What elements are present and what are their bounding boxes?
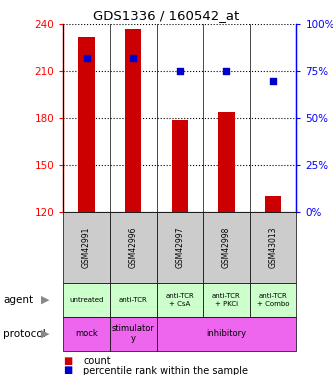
Text: ▶: ▶ [41,295,49,305]
Bar [250,283,296,317]
Point [84,55,89,61]
Text: mock: mock [75,329,98,338]
Text: count: count [83,356,111,366]
Point [224,68,229,74]
Text: agent: agent [3,295,33,305]
Text: anti-TCR: anti-TCR [119,297,148,303]
Text: inhibitory: inhibitory [206,329,246,338]
Text: GSM42991: GSM42991 [82,227,91,268]
Point [270,78,276,84]
Text: stimulator
y: stimulator y [112,324,155,344]
Bar [172,120,188,212]
Bar [265,196,281,212]
Text: ■: ■ [63,356,73,366]
Bar [203,283,250,317]
Text: anti-TCR
+ Combo: anti-TCR + Combo [257,294,289,306]
Text: anti-TCR
+ CsA: anti-TCR + CsA [166,294,194,306]
Text: GSM42997: GSM42997 [175,227,184,268]
Bar [157,317,296,351]
Bar [79,37,95,212]
Point [177,68,182,74]
Bar [110,212,157,283]
Bar [63,317,110,351]
Text: GSM42998: GSM42998 [222,227,231,268]
Text: ▶: ▶ [41,329,49,339]
Text: GSM42996: GSM42996 [129,227,138,268]
Text: percentile rank within the sample: percentile rank within the sample [83,366,248,375]
Text: GSM43013: GSM43013 [268,227,278,268]
Bar [110,317,157,351]
Bar [203,212,250,283]
Bar [63,283,110,317]
Bar [250,212,296,283]
Text: protocol: protocol [3,329,46,339]
Text: GDS1336 / 160542_at: GDS1336 / 160542_at [93,9,240,22]
Bar [157,283,203,317]
Bar [157,212,203,283]
Bar [125,29,141,212]
Point [131,55,136,61]
Text: anti-TCR
+ PKCi: anti-TCR + PKCi [212,294,241,306]
Bar [110,283,157,317]
Bar [218,112,234,212]
Text: ■: ■ [63,366,73,375]
Text: untreated: untreated [69,297,104,303]
Bar [63,212,110,283]
